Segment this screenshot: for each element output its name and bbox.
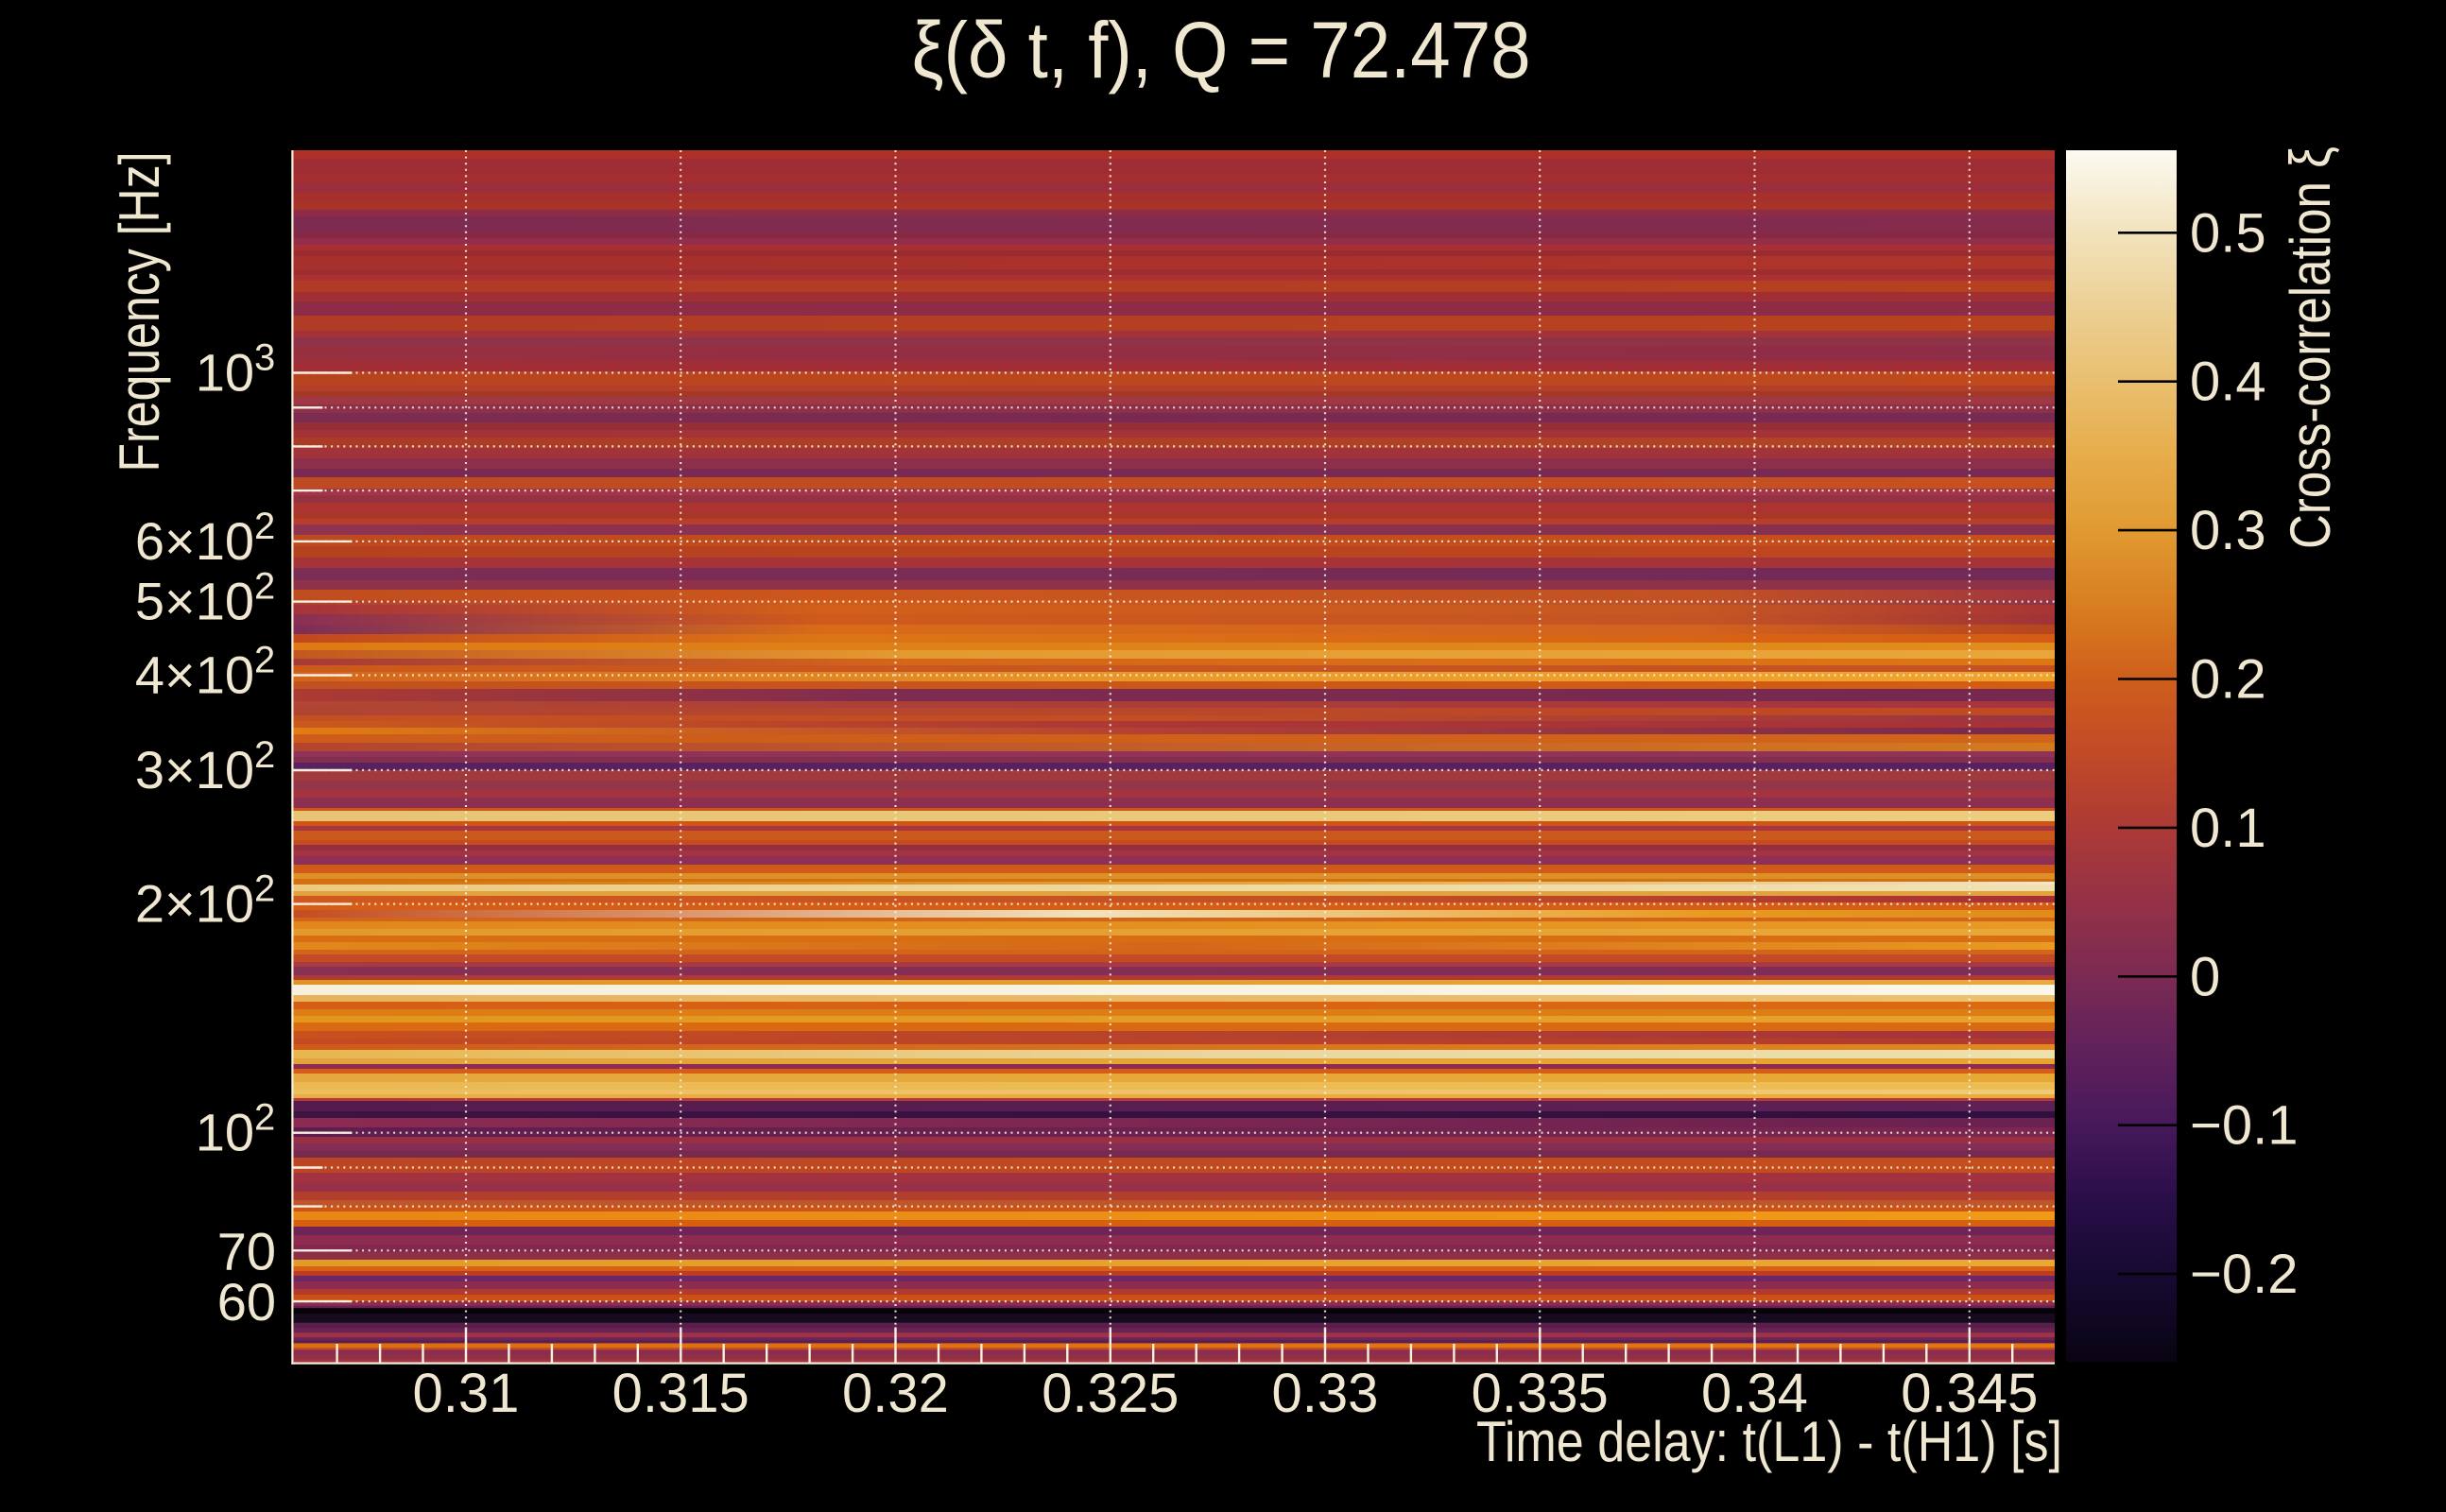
svg-text:2×10: 2×10: [135, 874, 254, 934]
svg-text:0.315: 0.315: [612, 1363, 749, 1424]
svg-text:0.325: 0.325: [1042, 1363, 1179, 1424]
svg-text:0.5: 0.5: [2190, 202, 2266, 264]
svg-text:2: 2: [254, 868, 275, 910]
svg-text:0.32: 0.32: [842, 1363, 949, 1424]
svg-text:0.2: 0.2: [2190, 649, 2266, 711]
svg-text:60: 60: [217, 1272, 276, 1332]
svg-text:3×10: 3×10: [135, 740, 254, 799]
svg-text:2: 2: [254, 1097, 275, 1139]
svg-text:2: 2: [254, 506, 275, 547]
svg-text:ξ(δ t, f), Q = 72.478: ξ(δ t, f), Q = 72.478: [912, 6, 1531, 94]
svg-text:2: 2: [254, 734, 275, 776]
svg-text:0.33: 0.33: [1272, 1363, 1379, 1424]
svg-text:−0.2: −0.2: [2190, 1244, 2299, 1305]
svg-text:4×10: 4×10: [135, 645, 254, 705]
svg-text:Frequency [Hz]: Frequency [Hz]: [108, 152, 171, 472]
svg-text:6×10: 6×10: [135, 511, 254, 571]
svg-text:70: 70: [217, 1221, 276, 1280]
svg-text:0.31: 0.31: [413, 1363, 520, 1424]
svg-text:Cross-correlation ξ: Cross-correlation ξ: [2279, 146, 2342, 549]
svg-text:3: 3: [254, 337, 275, 379]
svg-text:0.335: 0.335: [1472, 1363, 1609, 1424]
svg-text:0.4: 0.4: [2190, 352, 2266, 413]
svg-text:2: 2: [254, 566, 275, 608]
svg-text:10: 10: [196, 343, 254, 403]
svg-text:0.345: 0.345: [1901, 1363, 2038, 1424]
svg-text:0.1: 0.1: [2190, 798, 2266, 859]
svg-text:−0.1: −0.1: [2190, 1095, 2299, 1157]
svg-text:5×10: 5×10: [135, 572, 254, 631]
svg-text:Time delay: t(L1) - t(H1) [s]: Time delay: t(L1) - t(H1) [s]: [1476, 1410, 2062, 1473]
svg-text:10: 10: [196, 1103, 254, 1162]
svg-text:0: 0: [2190, 946, 2220, 1007]
svg-text:2: 2: [254, 640, 275, 681]
svg-text:0.34: 0.34: [1701, 1363, 1808, 1424]
svg-text:0.3: 0.3: [2190, 500, 2266, 561]
